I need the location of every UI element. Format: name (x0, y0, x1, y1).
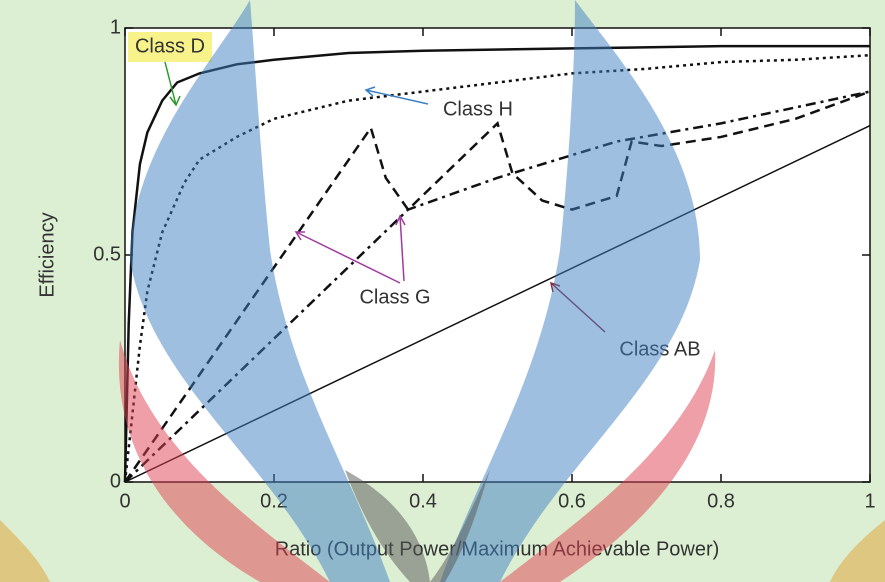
chart: 0 0.2 0.4 0.6 0.8 1 0 0.5 1 Class D Class H Clas… (0, 0, 885, 582)
y-tick-label: 0 (110, 470, 121, 492)
y-axis-label: Efficiency (36, 212, 58, 297)
x-tick-label: 0.8 (707, 490, 735, 512)
annotation: Class G (359, 286, 430, 308)
y-tick-label: 1 (110, 16, 121, 38)
annotation: Class D (135, 35, 205, 57)
x-axis-label: Ratio (Output Power/Maximum Achievable P… (275, 538, 720, 560)
page: {"chart_data": {"type": "line", "xlabel"… (0, 0, 885, 582)
plot-area (125, 28, 870, 482)
x-tick-label: 0.2 (260, 490, 288, 512)
annotation: Class H (443, 98, 513, 120)
x-tick-label: 1 (864, 490, 875, 512)
annotation: Class AB (619, 338, 700, 360)
y-tick-label: 0.5 (93, 243, 121, 265)
decor-shape (345, 470, 490, 582)
x-tick-label: 0 (119, 490, 130, 512)
x-tick-label: 0.6 (558, 490, 586, 512)
x-tick-label: 0.4 (409, 490, 437, 512)
